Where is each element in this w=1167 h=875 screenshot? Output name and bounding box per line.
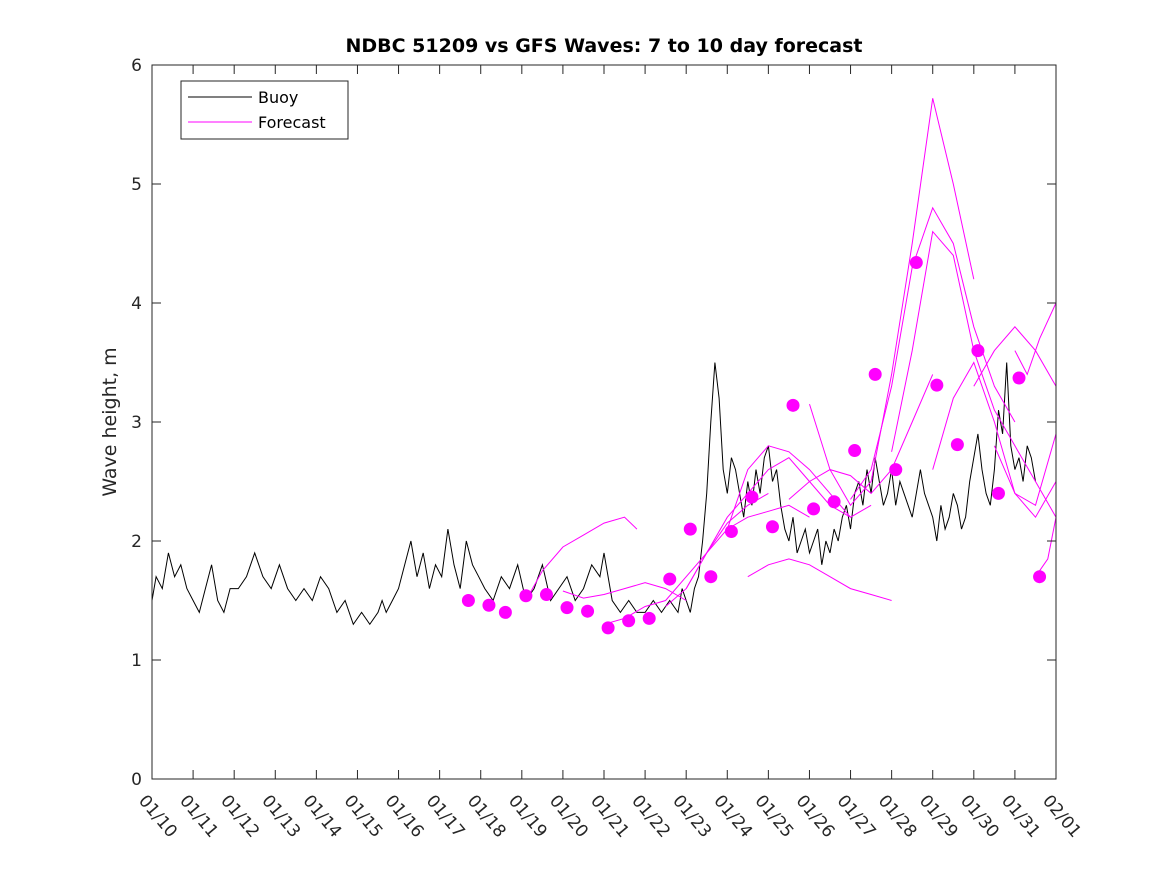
- forecast-marker: [807, 502, 821, 516]
- y-tick-label: 4: [131, 294, 142, 314]
- forecast-line: [603, 492, 769, 625]
- forecast-marker: [560, 601, 574, 615]
- forecast-marker: [581, 604, 595, 618]
- forecast-line: [685, 457, 851, 589]
- forecast-marker: [868, 367, 882, 381]
- forecast-marker: [765, 520, 779, 534]
- forecast-line: [993, 433, 1057, 507]
- y-tick-label: 6: [131, 56, 142, 76]
- forecast-marker: [991, 486, 1005, 500]
- forecast-marker: [622, 614, 636, 628]
- chart-title: NDBC 51209 vs GFS Waves: 7 to 10 day for…: [345, 35, 862, 57]
- buoy-line: [151, 362, 1036, 626]
- buoy-series-layer: [151, 362, 1036, 626]
- y-axis: 0 1 2 3 4 5 6: [131, 56, 1056, 790]
- y-tick-label: 2: [131, 532, 142, 552]
- forecast-marker: [461, 594, 475, 607]
- legend-buoy-label: Buoy: [258, 88, 298, 107]
- forecast-line: [850, 206, 1016, 500]
- y-axis-title: Wave height, m: [99, 347, 121, 496]
- forecast-line: [809, 98, 975, 507]
- forecast-series-layer: [525, 98, 1057, 625]
- forecast-marker: [848, 444, 862, 458]
- forecast-line: [1014, 302, 1057, 376]
- y-tick-label: 3: [131, 413, 142, 433]
- legend-box: [180, 80, 349, 140]
- legend: Buoy Forecast: [180, 80, 349, 140]
- y-tick-label: 0: [131, 770, 142, 790]
- forecast-marker: [519, 589, 533, 603]
- forecast-marker: [827, 495, 841, 509]
- forecast-marker: [642, 611, 656, 625]
- forecast-line: [932, 361, 1057, 519]
- forecast-marker: [704, 570, 718, 584]
- forecast-marker: [724, 524, 738, 538]
- forecast-marker: [683, 522, 697, 536]
- y-tick-label: 5: [131, 175, 142, 195]
- forecast-marker: [539, 588, 553, 602]
- forecast-line: [726, 445, 872, 530]
- forecast-marker: [909, 256, 923, 270]
- forecast-marker: [786, 398, 800, 412]
- forecast-markers-layer: [461, 256, 1047, 635]
- forecast-marker: [745, 490, 759, 504]
- forecast-line: [973, 326, 1057, 387]
- forecast-line: [747, 558, 892, 601]
- plot-area: [152, 65, 1056, 779]
- forecast-marker: [930, 378, 944, 392]
- forecast-marker: [663, 572, 677, 586]
- forecast-marker: [482, 598, 496, 612]
- forecast-marker: [889, 463, 903, 477]
- forecast-line: [525, 516, 638, 601]
- y-tick-label: 1: [131, 651, 142, 671]
- forecast-marker: [601, 621, 615, 635]
- forecast-marker: [1033, 570, 1047, 584]
- legend-forecast-label: Forecast: [258, 113, 326, 132]
- forecast-marker: [498, 605, 512, 619]
- forecast-line: [562, 582, 687, 601]
- forecast-marker: [1012, 371, 1026, 385]
- forecast-marker: [971, 344, 985, 358]
- forecast-marker: [950, 438, 964, 452]
